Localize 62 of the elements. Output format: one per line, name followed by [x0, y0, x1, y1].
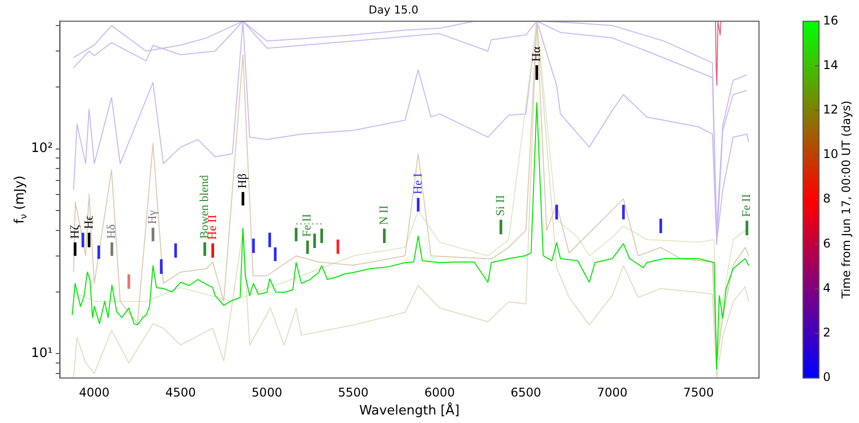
color-bar-label: 8 — [823, 192, 831, 206]
color-bar-label: 6 — [823, 236, 831, 250]
bar — [320, 228, 323, 244]
bar — [306, 240, 309, 254]
color-bar-label: 2 — [823, 326, 831, 340]
data-label: Hζ — [67, 225, 82, 239]
bar — [127, 274, 130, 289]
bar — [252, 238, 255, 254]
bar — [500, 220, 502, 234]
bar — [82, 232, 84, 248]
bar — [160, 259, 163, 274]
x-tick-label: 5500 — [338, 385, 369, 400]
y-axis-title: fν (mJy) — [12, 176, 30, 224]
bar — [659, 218, 662, 234]
y-tick-label: 10¹ — [30, 346, 53, 361]
bar — [555, 204, 558, 220]
bar — [110, 242, 114, 256]
bar — [88, 232, 90, 248]
color-bar-title: Time from Jun 17, 00:00 UT (days) — [838, 100, 853, 300]
x-tick-label: 4000 — [79, 385, 110, 400]
data-label: Hγ — [145, 209, 160, 224]
bar — [274, 247, 277, 262]
bar — [416, 198, 420, 212]
chart-title: Day 15.0 — [368, 3, 418, 16]
x-tick-label: 6500 — [510, 385, 542, 400]
color-bar-label: 12 — [823, 102, 838, 117]
color-bar-label: 14 — [823, 58, 838, 72]
data-label: Hϵ — [81, 215, 96, 230]
bar — [152, 228, 154, 242]
bar — [535, 65, 538, 80]
bar — [203, 242, 206, 256]
color-bar-label: 16 — [823, 13, 838, 28]
bar — [174, 243, 177, 258]
x-axis-title: Wavelength [Å] — [359, 402, 460, 419]
color-bar-label: 4 — [823, 280, 831, 295]
bar — [242, 192, 244, 206]
bar — [383, 228, 386, 244]
data-label: He I — [410, 173, 424, 194]
data-label: Fe II — [300, 214, 314, 237]
bar — [97, 245, 100, 259]
bar — [313, 234, 316, 248]
data-label: Si II — [493, 195, 508, 216]
data-label: Fe II — [739, 194, 754, 218]
bar — [211, 243, 214, 258]
bar — [336, 240, 340, 254]
bar — [268, 232, 272, 248]
x-tick-label: 7000 — [596, 385, 628, 400]
data-label: Hδ — [104, 224, 118, 239]
color-bar-label: 0 — [823, 370, 831, 384]
bar — [622, 204, 625, 220]
y-tick-label: 10² — [30, 141, 53, 156]
data-label: Hβ — [235, 174, 250, 188]
bar — [294, 228, 298, 242]
bar — [74, 242, 76, 256]
data-label: Hα — [528, 46, 543, 62]
x-tick-label: 7500 — [683, 385, 714, 400]
x-tick-label: 6000 — [424, 385, 455, 400]
bar — [746, 220, 748, 236]
data-label: N II — [376, 205, 390, 225]
x-tick-label: 5000 — [252, 385, 282, 400]
x-tick-label: 4500 — [165, 385, 196, 400]
color-bar-label: 10 — [823, 147, 838, 162]
